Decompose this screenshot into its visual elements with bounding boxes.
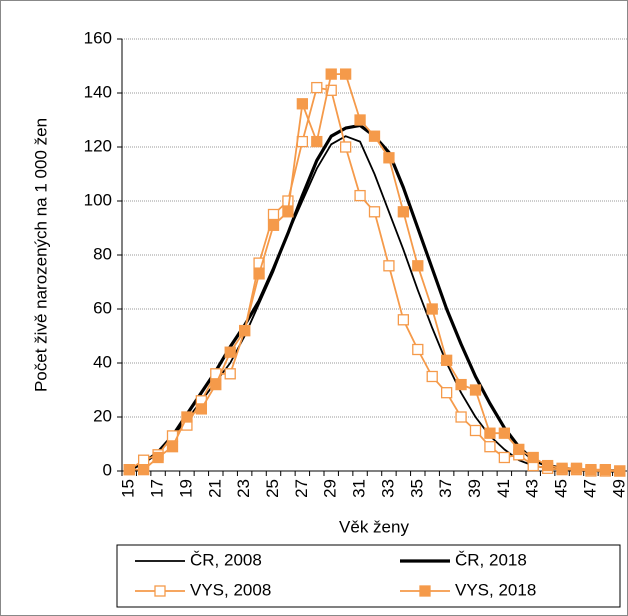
marker [224,346,236,358]
marker [585,463,597,476]
marker [354,189,366,202]
marker [325,68,337,80]
x-tick-label: 39 [465,479,484,498]
marker [311,135,323,148]
x-tick-label: 27 [292,479,311,498]
x-tick-label: 47 [580,479,599,498]
marker [412,260,424,272]
marker [541,459,554,472]
marker [224,368,236,380]
x-axis-label: Věk ženy [339,517,409,536]
marker [498,427,511,439]
y-tick-label: 60 [93,298,112,317]
marker [614,465,626,477]
y-tick-label: 140 [84,82,112,101]
marker [412,343,424,356]
marker [339,68,352,80]
marker [469,384,482,396]
legend-label: VYS, 2008 [190,580,271,599]
marker [556,462,568,474]
x-tick-label: 35 [407,479,426,498]
marker [368,130,381,142]
marker [166,441,179,453]
x-tick-label: 25 [263,479,282,498]
marker [484,427,496,439]
marker [426,370,438,383]
marker [137,454,150,466]
x-tick-label: 15 [119,479,138,498]
marker [354,114,366,126]
marker [253,257,265,269]
marker [368,206,381,218]
marker [152,451,164,464]
marker [181,411,193,423]
marker [311,81,323,94]
marker [455,378,467,391]
marker [599,463,612,476]
y-axis-label: Počet živě narozených na 1 000 žen [31,118,50,392]
marker [137,463,150,476]
marker [440,387,453,399]
marker [513,443,525,456]
marker [570,462,583,474]
marker [123,463,135,476]
marker [339,141,352,153]
x-tick-label: 29 [321,479,340,498]
y-tick-label: 0 [103,460,112,479]
x-tick-label: 31 [350,479,369,498]
marker [397,314,410,326]
marker [440,354,453,366]
x-tick-label: 23 [234,479,253,498]
marker [455,411,467,423]
marker [195,403,208,415]
legend-marker [154,585,166,597]
x-tick-label: 21 [205,479,224,498]
marker [397,206,410,218]
x-tick-label: 41 [494,479,513,498]
marker [253,268,265,280]
marker [296,135,309,148]
legend-label: ČR, 2008 [190,550,262,569]
y-tick-label: 100 [84,190,112,209]
x-tick-label: 37 [436,479,455,498]
y-tick-label: 40 [93,352,112,371]
y-tick-label: 160 [84,28,112,47]
marker [469,424,482,437]
marker [282,195,294,207]
marker [325,84,337,96]
marker [527,451,539,464]
marker [267,208,280,221]
legend-label: ČR, 2018 [455,550,527,569]
x-tick-label: 33 [378,479,397,498]
y-tick-label: 80 [93,244,112,263]
y-tick-label: 120 [84,136,112,155]
legend-box [116,544,621,608]
marker [267,219,280,231]
marker [282,206,294,218]
x-tick-label: 49 [609,479,628,498]
x-tick-label: 17 [148,479,167,498]
marker [210,378,222,391]
x-tick-label: 19 [176,479,195,498]
marker [383,260,395,272]
y-tick-label: 20 [93,406,112,425]
marker [383,152,395,164]
x-tick-label: 45 [552,479,571,498]
marker [484,441,496,453]
marker [238,324,251,337]
legend-marker [419,585,431,597]
marker [296,98,309,110]
marker [426,303,438,315]
x-tick-label: 43 [523,479,542,498]
legend-label: VYS, 2018 [455,580,536,599]
marker [498,451,511,464]
